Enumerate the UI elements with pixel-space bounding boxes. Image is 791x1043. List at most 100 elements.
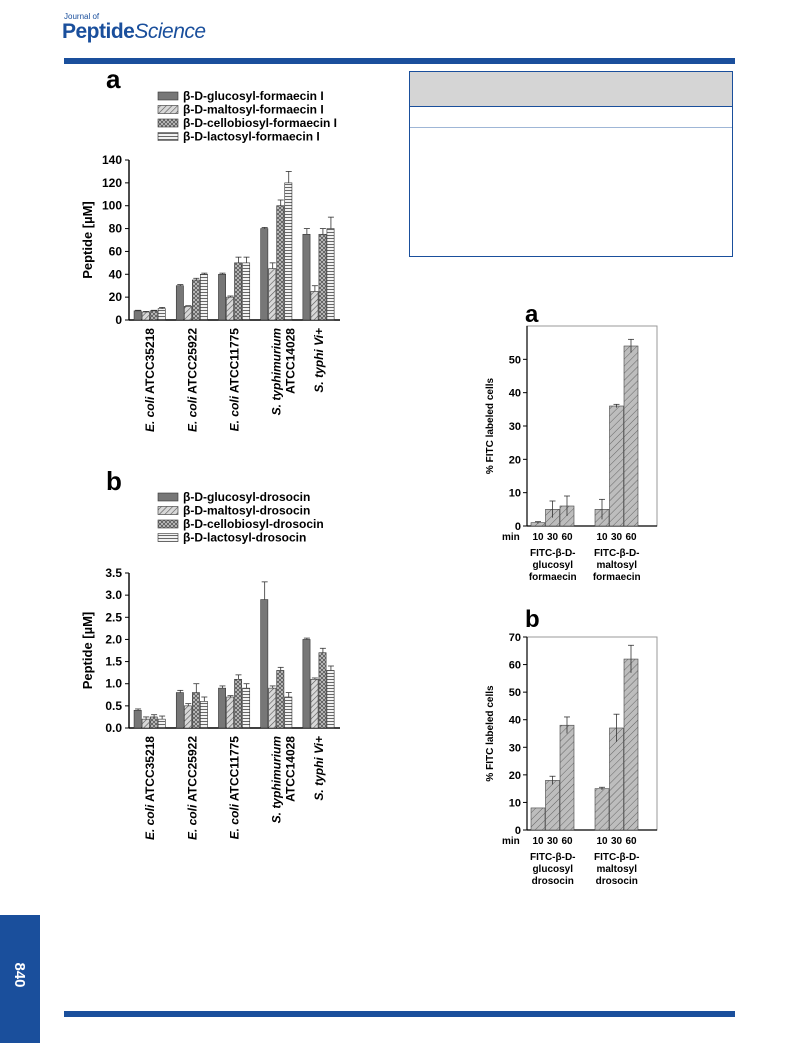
x-tick-label: E. coli ATCC35218	[143, 736, 157, 840]
group-label: glucosyl	[532, 560, 573, 571]
x-tick-label: S. typhi Vi+	[312, 328, 326, 393]
y-tick-label: 3.5	[105, 566, 122, 580]
bar	[623, 345, 639, 527]
x-tick-label: 30	[611, 532, 623, 543]
x-tick-label: 60	[561, 532, 573, 543]
table-fragment	[409, 71, 733, 257]
bar	[157, 718, 166, 729]
bar	[218, 273, 226, 321]
group-label: FITC-β-D-	[594, 548, 640, 559]
legend-swatch	[157, 118, 179, 128]
y-tick-label: 60	[509, 660, 521, 672]
panel-label: b	[525, 606, 540, 633]
bar	[157, 308, 166, 321]
x-tick-label-part: E. coli	[185, 396, 199, 432]
y-tick-label: 30	[509, 421, 521, 433]
bar	[318, 233, 327, 321]
y-tick-label: 40	[509, 388, 521, 400]
bar	[242, 687, 251, 729]
y-tick-label: 0	[115, 313, 122, 327]
bar	[530, 807, 546, 831]
y-tick-label: 1.0	[105, 677, 122, 691]
x-tick-label: S. typhimurium	[270, 736, 284, 824]
bar	[594, 788, 610, 831]
x-tick-label-part: ATCC25922	[185, 736, 199, 805]
bar	[260, 228, 269, 321]
bar	[284, 182, 293, 321]
y-tick-label: 80	[109, 222, 123, 236]
x-tick-label: S. typhimurium	[270, 328, 284, 416]
y-tick-label: 40	[509, 715, 521, 727]
bar	[302, 639, 311, 729]
bar	[318, 652, 327, 729]
y-tick-label: 2.0	[105, 632, 122, 646]
bar	[268, 268, 277, 321]
bar	[133, 310, 142, 321]
group-label: glucosyl	[532, 864, 573, 875]
x-tick-label-part: ATCC35218	[143, 328, 157, 397]
bar	[609, 727, 624, 831]
footer-rule	[64, 1011, 735, 1017]
x-tick-label: E. coli ATCC11775	[228, 736, 242, 840]
bar	[234, 678, 243, 729]
journal-name-italic: Science	[134, 20, 206, 43]
bar	[284, 696, 293, 729]
legend-label: β-D-cellobiosyl-drosocin	[183, 517, 324, 531]
x-tick-label: 10	[596, 532, 608, 543]
group-label: FITC-β-D-	[530, 548, 576, 559]
legend-label: β-D-maltosyl-drosocin	[183, 504, 310, 518]
x-tick-label-part: E. coli	[143, 396, 157, 432]
y-tick-label: 0	[515, 825, 521, 837]
x-tick-label: S. typhi Vi+	[312, 736, 326, 801]
y-tick-label: 70	[509, 632, 521, 644]
group-label: drosocin	[596, 876, 638, 887]
journal-prefix: Journal of	[64, 12, 100, 21]
legend-label: β-D-maltosyl-formaecin I	[183, 103, 324, 117]
bar	[200, 273, 208, 321]
bar	[183, 305, 192, 321]
y-axis-label: Peptide [µM]	[80, 201, 95, 279]
group-label: formaecin	[529, 572, 577, 583]
panel-label: b	[106, 466, 122, 496]
table-rule	[410, 106, 732, 107]
bar	[175, 692, 184, 729]
bar	[268, 687, 277, 729]
legend-swatch	[157, 533, 179, 542]
legend-swatch	[157, 132, 179, 141]
bar	[260, 599, 269, 729]
journal-logo: PeptideScience	[62, 20, 206, 44]
bar	[218, 687, 226, 729]
x-tick-label: 60	[561, 836, 573, 847]
x-tick-label-part: S. typhi Vi+	[312, 736, 326, 801]
y-axis-label: Peptide [µM]	[80, 612, 95, 690]
bar	[276, 670, 285, 729]
bar	[310, 678, 319, 729]
x-tick-label-line2: ATCC14028	[284, 736, 298, 802]
x-tick-label-part: S. typhimurium	[270, 328, 284, 416]
bar	[623, 658, 639, 831]
bar	[559, 724, 575, 831]
legend-label: β-D-glucosyl-formaecin I	[183, 89, 324, 103]
x-tick-label: E. coli ATCC25922	[185, 328, 199, 432]
x-tick-label: 30	[547, 836, 559, 847]
legend-swatch	[157, 105, 179, 114]
y-axis-label: % FITC labeled cells	[485, 685, 496, 782]
bar	[226, 696, 234, 729]
x-tick-label-part: S. typhimurium	[270, 736, 284, 824]
x-tick-label-part: E. coli	[228, 395, 242, 431]
x-tick-label-part: E. coli	[185, 804, 199, 840]
y-tick-label: 10	[509, 488, 521, 500]
legend-swatch	[157, 492, 179, 502]
x-tick-label: E. coli ATCC35218	[143, 328, 157, 432]
x-tick-label: 10	[532, 836, 544, 847]
bar	[183, 705, 192, 729]
legend-swatch	[157, 506, 179, 515]
group-label: maltosyl	[596, 560, 637, 571]
bar	[302, 233, 311, 321]
y-tick-label: 3.0	[105, 588, 122, 602]
x-tick-label-part: E. coli	[228, 803, 242, 839]
x-tick-label-part: ATCC11775	[228, 736, 242, 804]
bar	[200, 701, 208, 729]
legend-swatch	[157, 91, 179, 101]
